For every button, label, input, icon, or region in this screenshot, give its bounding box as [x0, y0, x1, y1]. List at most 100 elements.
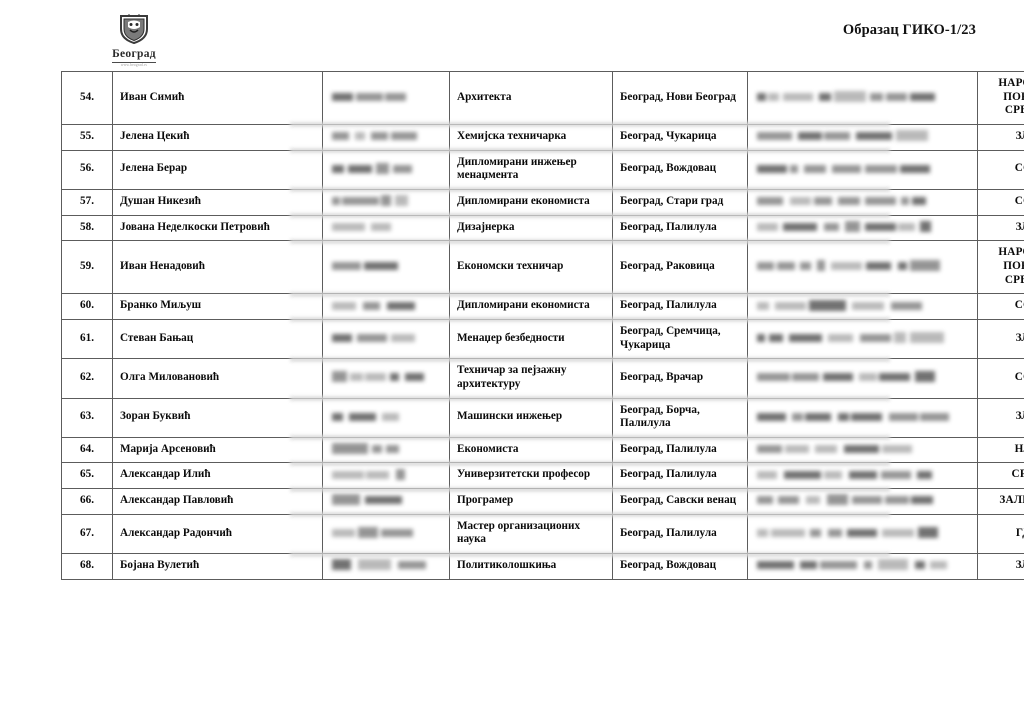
cell-profession: Дипломирани инжењер менаџмента — [449, 149, 613, 190]
cell-municipality: Београд, Врачар — [612, 358, 748, 399]
cell-municipality: Београд, Вождовац — [612, 553, 748, 580]
redacted-block — [330, 300, 442, 313]
cell-number: 63. — [61, 397, 113, 438]
redacted-block — [330, 195, 442, 208]
cell-name: Душан Никезић — [112, 188, 323, 216]
redacted-block — [330, 443, 442, 456]
table-row: 56. Јелена Берар Дипломирани инжењер менаџ… — [61, 149, 1024, 190]
cell-address-redacted — [747, 436, 978, 464]
cell-party: ЗАЛЕДНО — [977, 488, 1024, 515]
cell-profession: Мастер организационих наука — [449, 513, 613, 555]
cell-name: Зоран Буквић — [112, 397, 323, 438]
cell-number: 68. — [61, 553, 113, 580]
cell-address-redacted — [747, 188, 978, 216]
cell-profession: Политиколошкиња — [449, 553, 613, 580]
cell-name: Александар Павловић — [112, 488, 323, 515]
cell-party: ЗЛФ — [977, 214, 1024, 242]
redacted-block — [330, 494, 442, 507]
cell-number: 66. — [61, 488, 113, 515]
table-row: 60. Бранко Миљуш Дипломирани економиста Бео… — [61, 293, 1024, 320]
cell-party: ССП — [977, 358, 1024, 399]
cell-address-redacted — [747, 293, 978, 320]
cell-profession: Машински инжењер — [449, 397, 613, 438]
table-row: 55. Јелена Цекић Хемијска техничарка Београ… — [61, 123, 1024, 151]
cell-id-redacted — [322, 71, 450, 125]
document-header: Београд www.beograd.rs Образац ГИКО-1/23 — [0, 0, 1024, 70]
table-row: 68. Бојана Вулетић Политиколошкиња Београд,… — [61, 553, 1024, 580]
redacted-block — [330, 468, 442, 482]
cell-number: 61. — [61, 318, 113, 360]
redacted-block — [755, 195, 970, 208]
cell-party: СРЦЕ — [977, 462, 1024, 490]
cell-municipality: Београд, Палилула — [612, 436, 748, 464]
redacted-block — [330, 91, 442, 104]
cell-name: Иван Симић — [112, 71, 323, 125]
redacted-block — [330, 371, 442, 384]
cell-address-redacted — [747, 318, 978, 360]
cell-id-redacted — [322, 513, 450, 555]
cell-number: 57. — [61, 188, 113, 216]
table-row: 62. Олга Миловановић Техничар за пејзажну … — [61, 358, 1024, 399]
cell-id-redacted — [322, 462, 450, 490]
redacted-block — [755, 163, 970, 176]
cell-name: Јелена Цекић — [112, 123, 323, 151]
cell-municipality: Београд, Палилула — [612, 214, 748, 242]
cell-id-redacted — [322, 553, 450, 580]
cell-number: 58. — [61, 214, 113, 242]
cell-party: ССП — [977, 293, 1024, 320]
redacted-block — [330, 332, 442, 345]
candidate-table-container: 54. Иван Симић Архитекта Београд, Нови Беог… — [61, 71, 1024, 580]
cell-profession: Техничар за пејзажну архитектуру — [449, 358, 613, 399]
table-row: 63. Зоран Буквић Машински инжењер Београд, … — [61, 397, 1024, 438]
cell-address-redacted — [747, 149, 978, 190]
cell-party: ЗЛФ — [977, 397, 1024, 438]
cell-profession: Дипломирани економиста — [449, 188, 613, 216]
cell-name: Бранко Миљуш — [112, 293, 323, 320]
cell-address-redacted — [747, 553, 978, 580]
table-row: 66. Александар Павловић Програмер Београд, … — [61, 488, 1024, 515]
cell-name: Јелена Берар — [112, 149, 323, 190]
cell-municipality: Београд, Раковица — [612, 240, 748, 295]
table-row: 54. Иван Симић Архитекта Београд, Нови Беог… — [61, 71, 1024, 125]
redacted-block — [755, 443, 970, 456]
cell-number: 67. — [61, 513, 113, 555]
redacted-block — [755, 299, 970, 313]
redacted-block — [330, 559, 442, 572]
cell-name: Александар Радончић — [112, 513, 323, 555]
cell-address-redacted — [747, 71, 978, 125]
redacted-block — [755, 130, 970, 143]
candidate-table: 54. Иван Симић Архитекта Београд, Нови Беог… — [61, 71, 1024, 580]
cell-municipality: Београд, Палилула — [612, 462, 748, 490]
cell-id-redacted — [322, 123, 450, 151]
cell-address-redacted — [747, 240, 978, 295]
cell-profession: Хемијска техничарка — [449, 123, 613, 151]
cell-municipality: Београд, Вождовац — [612, 149, 748, 190]
redacted-block — [330, 130, 442, 143]
cell-name: Александар Илић — [112, 462, 323, 490]
belgrade-logo: Београд www.beograd.rs — [103, 14, 165, 68]
cell-municipality: Београд, Савски венац — [612, 488, 748, 515]
redacted-block — [330, 260, 442, 273]
cell-number: 62. — [61, 358, 113, 399]
cell-id-redacted — [322, 397, 450, 438]
table-row: 65. Александар Илић Универзитетски професо… — [61, 462, 1024, 490]
table-row: 67. Александар Радончић Мастер организацио… — [61, 513, 1024, 555]
logo-wordmark: Београд — [112, 48, 156, 63]
cell-party: ГДП — [977, 513, 1024, 555]
cell-profession: Архитекта — [449, 71, 613, 125]
cell-address-redacted — [747, 123, 978, 151]
cell-address-redacted — [747, 397, 978, 438]
cell-id-redacted — [322, 188, 450, 216]
cell-municipality: Београд, Палилула — [612, 513, 748, 555]
cell-party: ЗЛФ — [977, 553, 1024, 580]
form-code-label: Образац ГИКО-1/23 — [842, 22, 976, 38]
redacted-block — [330, 162, 442, 176]
cell-municipality: Београд, Палилула — [612, 293, 748, 320]
cell-municipality: Београд, Чукарица — [612, 123, 748, 151]
cell-party: НАРОДНИ ПОКРЕТ СРБИЈЕ — [977, 71, 1024, 125]
cell-municipality: Београд, Сремчица, Чукарица — [612, 318, 748, 360]
cell-municipality: Београд, Стари град — [612, 188, 748, 216]
cell-profession: Дизајнерка — [449, 214, 613, 242]
redacted-block — [330, 411, 442, 424]
